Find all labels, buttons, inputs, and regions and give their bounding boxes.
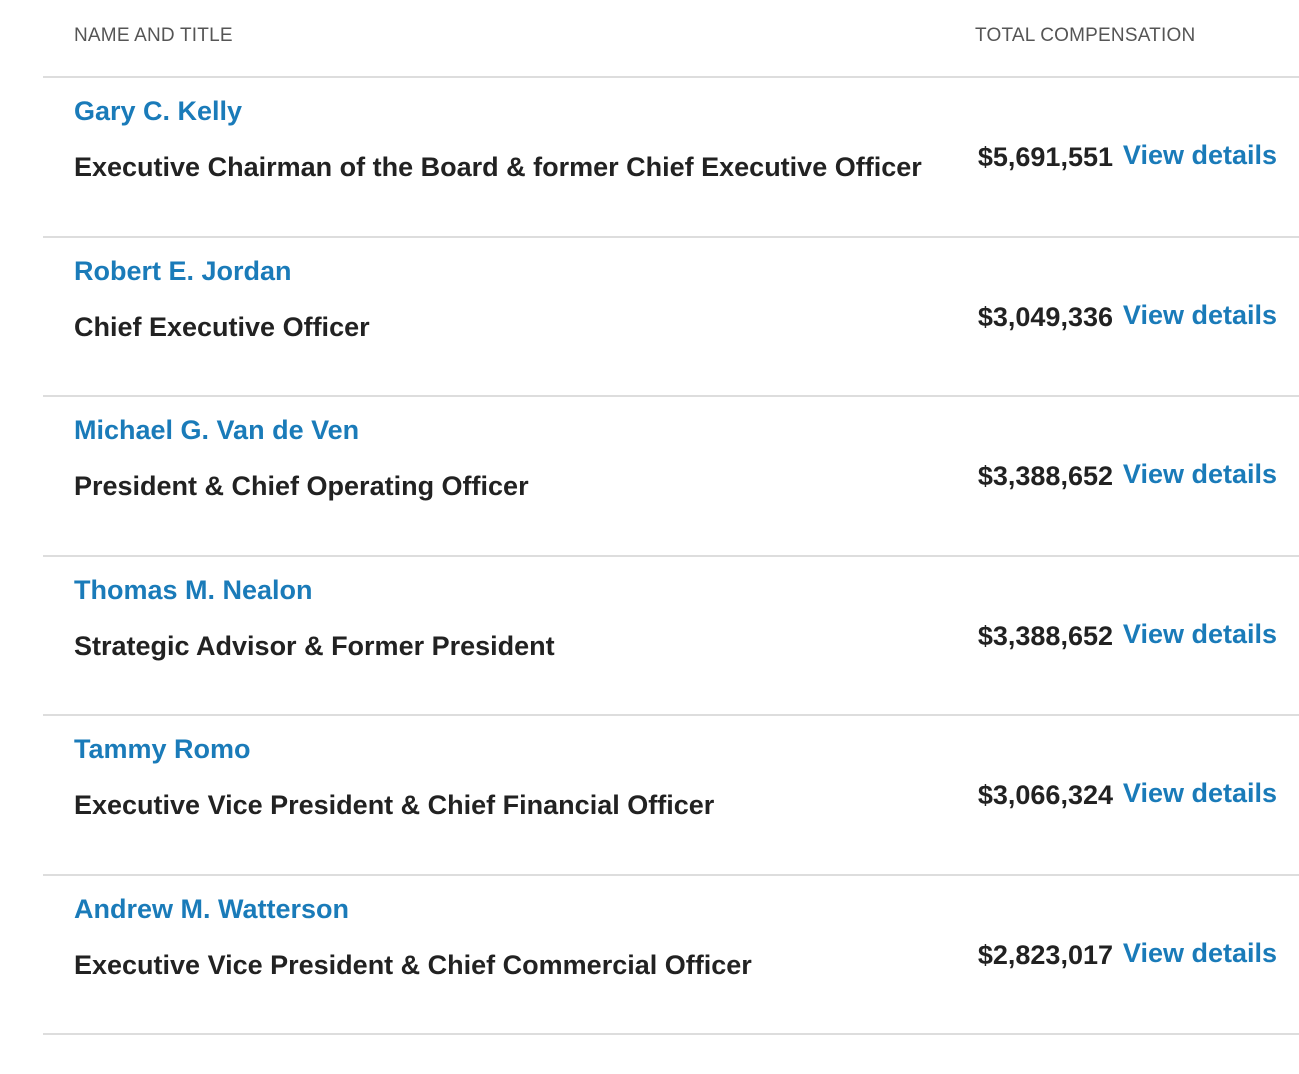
table-row: Andrew M. Watterson Executive Vice Presi… bbox=[43, 876, 1299, 1035]
table-row: Michael G. Van de Ven President & Chief … bbox=[43, 397, 1299, 557]
view-details-link[interactable]: View details bbox=[1122, 299, 1277, 330]
table-row: Robert E. Jordan Chief Executive Officer… bbox=[43, 238, 1299, 397]
executive-name-link[interactable]: Andrew M. Watterson bbox=[74, 893, 350, 924]
view-details-link[interactable]: View details bbox=[1122, 778, 1277, 808]
executive-name-link[interactable]: Robert E. Jordan bbox=[74, 255, 292, 286]
compensation-table: NAME AND TITLE TOTAL COMPENSATION Gary C… bbox=[43, 0, 1299, 1035]
executive-name-link[interactable]: Gary C. Kelly bbox=[74, 96, 243, 126]
total-compensation-value: $3,066,324 bbox=[977, 780, 1113, 810]
table-row: Thomas M. Nealon Strategic Advisor & For… bbox=[43, 557, 1299, 716]
executive-title: Strategic Advisor & Former President bbox=[74, 630, 555, 661]
table-row: Tammy Romo Executive Vice President & Ch… bbox=[43, 716, 1299, 876]
executive-title: Executive Vice President & Chief Financi… bbox=[74, 790, 715, 820]
total-compensation-value: $3,388,652 bbox=[977, 461, 1113, 491]
view-details-link[interactable]: View details bbox=[1122, 140, 1277, 170]
total-compensation-value: $3,049,336 bbox=[977, 301, 1113, 332]
view-details-link[interactable]: View details bbox=[1122, 459, 1277, 489]
executive-name-link[interactable]: Michael G. Van de Ven bbox=[74, 415, 360, 445]
view-details-link[interactable]: View details bbox=[1122, 618, 1277, 649]
executive-title: Chief Executive Officer bbox=[74, 311, 370, 342]
executive-title: Executive Chairman of the Board & former… bbox=[74, 152, 922, 182]
total-compensation-value: $5,691,551 bbox=[977, 142, 1113, 172]
executive-name-link[interactable]: Thomas M. Nealon bbox=[74, 574, 313, 605]
executive-title: President & Chief Operating Officer bbox=[74, 471, 529, 501]
table-header: NAME AND TITLE TOTAL COMPENSATION bbox=[43, 0, 1299, 78]
total-compensation-value: $3,388,652 bbox=[977, 620, 1113, 651]
total-compensation-value: $2,823,017 bbox=[977, 939, 1113, 970]
executive-name-link[interactable]: Tammy Romo bbox=[74, 734, 251, 764]
view-details-link[interactable]: View details bbox=[1122, 937, 1277, 968]
executive-title: Executive Vice President & Chief Commerc… bbox=[74, 949, 752, 980]
total-compensation-column-header: TOTAL COMPENSATION bbox=[975, 25, 1196, 46]
table-row: Gary C. Kelly Executive Chairman of the … bbox=[43, 78, 1299, 238]
name-title-column-header: NAME AND TITLE bbox=[74, 25, 233, 46]
